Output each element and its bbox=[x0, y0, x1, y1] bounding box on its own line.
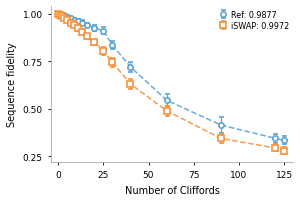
Y-axis label: Sequence fidelity: Sequence fidelity bbox=[7, 43, 17, 127]
Legend: Ref: 0.9877, iSWAP: 0.9972: Ref: 0.9877, iSWAP: 0.9972 bbox=[216, 9, 291, 33]
X-axis label: Number of Cliffords: Number of Cliffords bbox=[124, 185, 219, 195]
